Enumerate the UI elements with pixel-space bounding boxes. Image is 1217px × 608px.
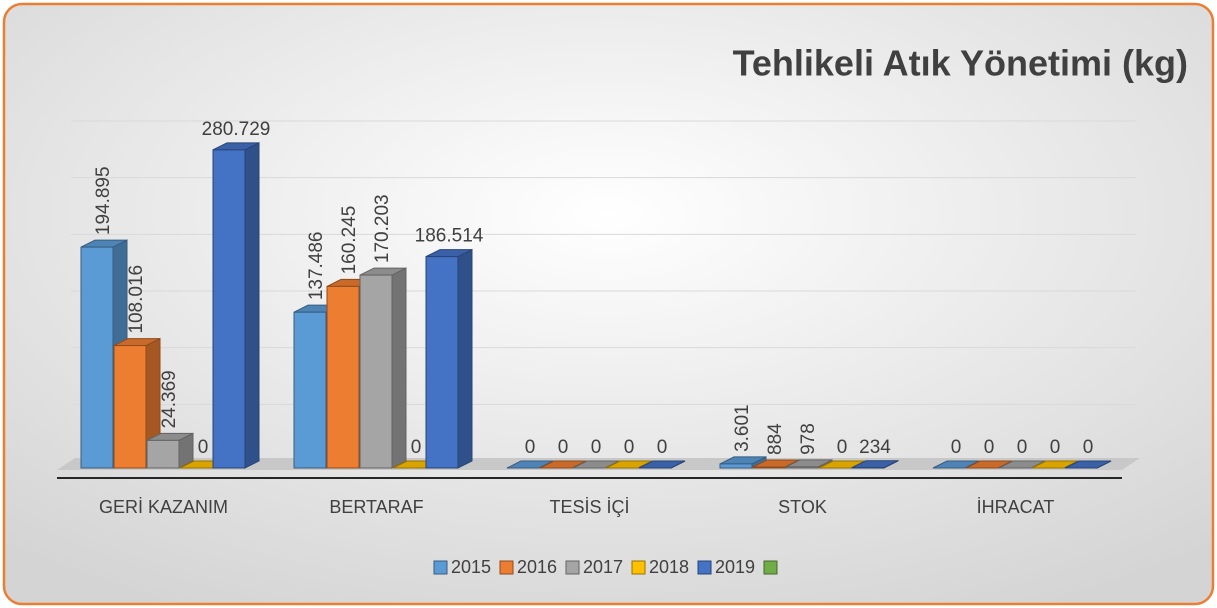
data-label: 884 xyxy=(765,423,786,455)
data-label: 137.486 xyxy=(306,231,327,300)
data-label: 108.016 xyxy=(126,265,147,334)
data-label: 978 xyxy=(798,423,819,455)
bar xyxy=(638,460,686,469)
legend-swatch xyxy=(565,560,580,575)
data-label: 160.245 xyxy=(339,206,360,275)
bar xyxy=(851,459,899,469)
x-tick-label: STOK xyxy=(778,497,827,517)
data-label: 0 xyxy=(558,437,569,458)
bar-front xyxy=(785,466,819,469)
bar-front xyxy=(752,466,786,469)
legend-label: 2019 xyxy=(715,557,755,577)
bar-side xyxy=(457,248,473,469)
bar xyxy=(1064,460,1112,469)
bar-front xyxy=(359,274,393,469)
data-label: 0 xyxy=(591,437,602,458)
bar-front xyxy=(326,285,360,469)
data-label: 0 xyxy=(837,437,848,458)
legend-swatch xyxy=(433,560,448,575)
data-label: 280.729 xyxy=(202,119,271,140)
data-label: 234 xyxy=(859,437,891,458)
legend-swatch xyxy=(763,560,778,575)
data-label: 0 xyxy=(411,437,422,458)
bar-top xyxy=(1064,460,1112,469)
legend-label: 2016 xyxy=(517,557,557,577)
bar-front xyxy=(293,311,327,469)
bar-front xyxy=(212,149,246,469)
data-label: 0 xyxy=(951,437,962,458)
bar-front xyxy=(425,256,459,469)
legend-swatch xyxy=(631,560,646,575)
legend-label: 2015 xyxy=(451,557,491,577)
data-label: 0 xyxy=(1017,437,1028,458)
bar-front xyxy=(113,345,147,469)
data-label: 0 xyxy=(984,437,995,458)
bar xyxy=(146,432,194,469)
data-label: 186.514 xyxy=(415,226,484,247)
x-tick-label: İHRACAT xyxy=(977,497,1055,517)
data-label: 24.369 xyxy=(159,370,180,428)
legend-swatch xyxy=(697,560,712,575)
legend-swatch xyxy=(499,560,514,575)
bar xyxy=(359,267,407,469)
data-label: 0 xyxy=(624,437,635,458)
data-label: 0 xyxy=(1050,437,1061,458)
bar-front xyxy=(80,246,114,469)
data-label: 0 xyxy=(657,437,668,458)
data-label: 0 xyxy=(198,437,209,458)
legend-label: 2018 xyxy=(649,557,689,577)
data-label: 170.203 xyxy=(372,194,393,263)
x-tick-label: BERTARAF xyxy=(329,497,423,517)
data-label: 3.601 xyxy=(732,404,753,452)
bar-side xyxy=(244,142,260,469)
chart-title: Tehlikeli Atık Yönetimi (kg) xyxy=(733,43,1188,84)
x-tick-label: GERİ KAZANIM xyxy=(99,497,228,517)
x-tick-label: TESİS İÇİ xyxy=(549,497,629,517)
legend-label: 2017 xyxy=(583,557,623,577)
bar-front xyxy=(146,439,180,469)
bar-top xyxy=(638,460,686,469)
bar-front xyxy=(719,463,753,469)
bar xyxy=(425,248,473,469)
bar xyxy=(212,142,260,469)
data-label: 0 xyxy=(1083,437,1094,458)
data-label: 0 xyxy=(525,437,536,458)
data-label: 194.895 xyxy=(93,166,114,235)
bar-side xyxy=(391,267,407,469)
